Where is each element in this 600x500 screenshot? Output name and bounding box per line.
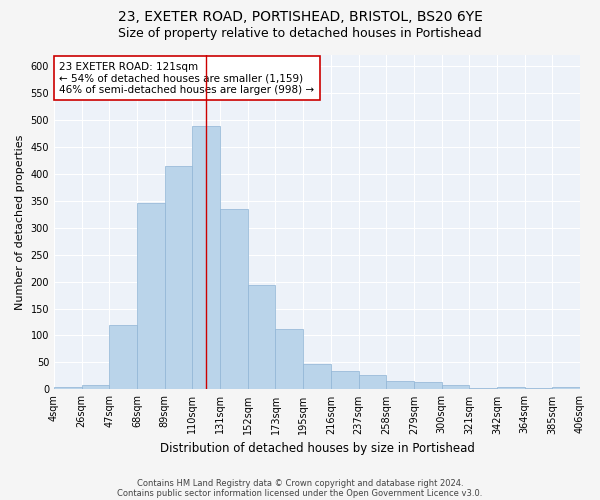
Bar [524, 388, 553, 390]
Bar [442, 385, 469, 390]
Text: Contains public sector information licensed under the Open Government Licence v3: Contains public sector information licen… [118, 488, 482, 498]
Bar [248, 286, 275, 390]
Bar [137, 204, 165, 390]
Bar [275, 329, 303, 390]
Bar [220, 208, 248, 390]
Y-axis label: Number of detached properties: Number of detached properties [15, 134, 25, 310]
Bar [414, 382, 442, 390]
Bar [497, 386, 524, 390]
Bar [331, 370, 359, 390]
X-axis label: Distribution of detached houses by size in Portishead: Distribution of detached houses by size … [160, 442, 475, 455]
Bar [553, 386, 580, 390]
Bar [193, 126, 220, 390]
Text: Contains HM Land Registry data © Crown copyright and database right 2024.: Contains HM Land Registry data © Crown c… [137, 478, 463, 488]
Bar [469, 388, 497, 390]
Bar [386, 382, 414, 390]
Bar [359, 376, 386, 390]
Text: Size of property relative to detached houses in Portishead: Size of property relative to detached ho… [118, 28, 482, 40]
Text: 23 EXETER ROAD: 121sqm
← 54% of detached houses are smaller (1,159)
46% of semi-: 23 EXETER ROAD: 121sqm ← 54% of detached… [59, 62, 314, 95]
Bar [54, 386, 82, 390]
Bar [109, 324, 137, 390]
Bar [303, 364, 331, 390]
Bar [82, 385, 109, 390]
Text: 23, EXETER ROAD, PORTISHEAD, BRISTOL, BS20 6YE: 23, EXETER ROAD, PORTISHEAD, BRISTOL, BS… [118, 10, 482, 24]
Bar [165, 166, 193, 390]
